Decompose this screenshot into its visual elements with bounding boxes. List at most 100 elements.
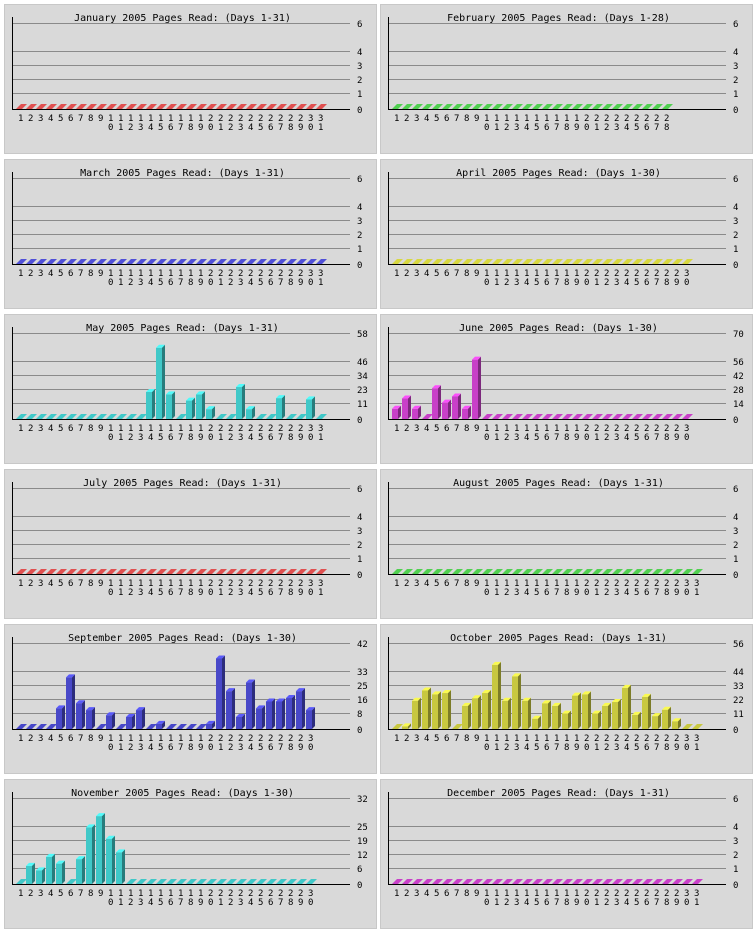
x-tick-label-ones: 0 — [208, 898, 213, 908]
bar-day-1 — [392, 259, 403, 264]
bar-day-8 — [462, 405, 471, 419]
bar-day-8 — [86, 707, 95, 729]
bar-day-21 — [216, 879, 227, 884]
bar-day-7 — [76, 259, 87, 264]
x-tick-label: 1 — [18, 269, 23, 279]
bar-day-1 — [392, 405, 401, 419]
x-tick-label-tens: 2 — [604, 114, 609, 124]
bar-day-20 — [582, 259, 593, 264]
x-tick-label-tens: 1 — [534, 269, 539, 279]
x-tick-label: 3 — [414, 889, 419, 899]
bar-day-15 — [532, 259, 543, 264]
x-tick-label: 6 — [444, 424, 449, 434]
bar-day-22 — [226, 688, 235, 729]
x-tick-label-ones: 5 — [634, 433, 639, 443]
x-tick-label-ones: 8 — [288, 123, 293, 133]
bar-day-1 — [16, 879, 27, 884]
x-tick-label-tens: 3 — [684, 424, 689, 434]
x-tick-label: 2 — [404, 269, 409, 279]
x-tick-label-tens: 1 — [108, 579, 113, 589]
x-tick-label-tens: 1 — [564, 424, 569, 434]
x-tick-label-ones: 0 — [584, 588, 589, 598]
bar-day-16 — [166, 724, 177, 729]
x-tick-label-tens: 2 — [238, 734, 243, 744]
x-tick-label-tens: 1 — [524, 579, 529, 589]
bar-day-25 — [256, 104, 267, 109]
x-tick-label-ones: 2 — [128, 278, 133, 288]
x-tick-label-ones: 4 — [248, 588, 253, 598]
bar-day-25 — [632, 259, 643, 264]
x-tick-label-ones: 3 — [614, 743, 619, 753]
x-tick-label-ones: 2 — [128, 743, 133, 753]
bar-day-17 — [552, 414, 563, 419]
y-tick-label: 46 — [357, 358, 368, 368]
bar-day-6 — [66, 674, 75, 729]
x-tick-label-ones: 8 — [288, 588, 293, 598]
y-tick-label: 3 — [733, 527, 738, 537]
y-tick-label: 33 — [357, 668, 368, 678]
bar-day-11 — [492, 104, 503, 109]
x-tick-label-ones: 2 — [504, 278, 509, 288]
bar-day-14 — [522, 879, 533, 884]
x-tick-label-tens: 1 — [108, 269, 113, 279]
x-tick-label-tens: 1 — [138, 734, 143, 744]
x-tick-label-ones: 2 — [504, 898, 509, 908]
x-tick-label: 5 — [58, 889, 63, 899]
bar-day-13 — [512, 879, 523, 884]
x-tick-label-tens: 3 — [684, 889, 689, 899]
bar-day-29 — [296, 569, 307, 574]
x-tick-label-ones: 8 — [188, 433, 193, 443]
x-tick-label-ones: 9 — [198, 743, 203, 753]
x-tick-label-tens: 3 — [308, 114, 313, 124]
x-tick-label-ones: 5 — [258, 588, 263, 598]
bar-day-22 — [226, 569, 237, 574]
bar-day-16 — [166, 391, 175, 419]
bar-day-29 — [296, 104, 307, 109]
x-tick-label-tens: 2 — [644, 424, 649, 434]
x-tick-label: 2 — [28, 579, 33, 589]
y-tick-label: 2 — [733, 231, 738, 241]
bar-day-12 — [502, 697, 511, 729]
x-tick-label-ones: 5 — [258, 278, 263, 288]
y-tick-label: 3 — [733, 217, 738, 227]
x-tick-label-tens: 3 — [308, 579, 313, 589]
x-tick-label: 6 — [444, 114, 449, 124]
x-tick-label-ones: 5 — [158, 123, 163, 133]
chart-panel-10: October 2005 Pages Read: (Days 1-31) 56 44… — [380, 624, 753, 774]
x-tick-label-tens: 2 — [614, 114, 619, 124]
x-tick-label: 8 — [464, 889, 469, 899]
x-tick-label-tens: 2 — [258, 579, 263, 589]
bar-day-7 — [452, 393, 461, 419]
bar-day-16 — [166, 879, 177, 884]
bar-day-21 — [216, 414, 227, 419]
bar-day-23 — [236, 713, 245, 729]
x-tick-label-ones: 1 — [494, 588, 499, 598]
x-tick-label-ones: 5 — [534, 433, 539, 443]
bar-day-18 — [186, 397, 195, 419]
y-tick-label: 4 — [357, 513, 362, 523]
x-tick-label-tens: 1 — [158, 269, 163, 279]
x-tick-label-tens: 1 — [514, 424, 519, 434]
x-tick-label-tens: 2 — [218, 579, 223, 589]
x-tick-label-ones: 7 — [278, 278, 283, 288]
x-tick-label: 9 — [474, 114, 479, 124]
bar-day-24 — [622, 259, 633, 264]
x-tick-label-ones: 5 — [534, 743, 539, 753]
y-tick-label: 23 — [357, 386, 368, 396]
bar-day-28 — [662, 414, 673, 419]
x-tick-label-ones: 3 — [138, 433, 143, 443]
bar-day-28 — [286, 259, 297, 264]
bar-day-11 — [492, 414, 503, 419]
x-tick-label-tens: 1 — [564, 579, 569, 589]
x-tick-label: 3 — [414, 114, 419, 124]
x-tick-label-tens: 1 — [148, 114, 153, 124]
x-tick-label-ones: 2 — [604, 588, 609, 598]
bar-day-27 — [276, 698, 285, 729]
bar-day-27 — [652, 879, 663, 884]
x-tick-label-tens: 1 — [484, 889, 489, 899]
x-tick-label-ones: 0 — [584, 278, 589, 288]
x-tick-label-ones: 2 — [228, 278, 233, 288]
x-tick-label-tens: 1 — [148, 579, 153, 589]
